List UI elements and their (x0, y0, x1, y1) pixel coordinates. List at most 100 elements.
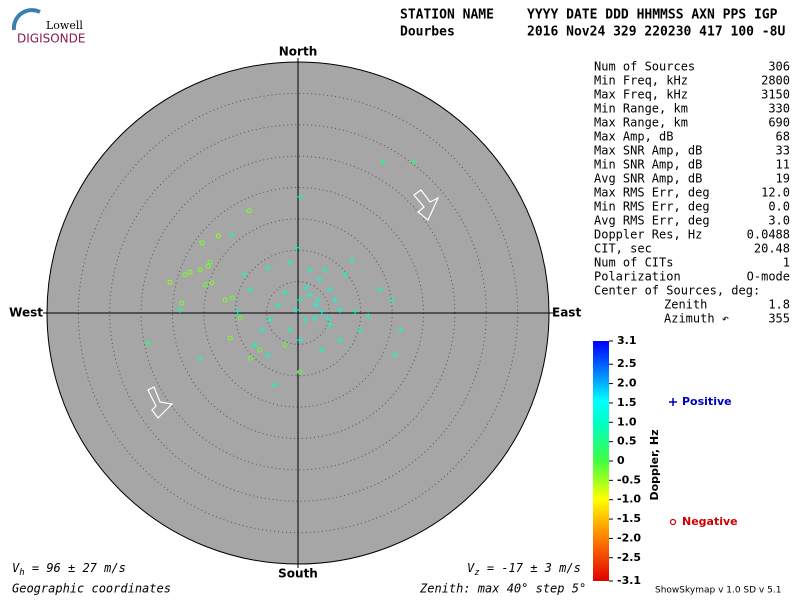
direction-label: East (552, 306, 581, 320)
velocity-arrow (147, 386, 174, 419)
stat-value: 306 (768, 60, 790, 74)
polar-plot: North South West East (9, 45, 581, 581)
source-point (327, 286, 334, 293)
stat-label: Min RMS Err, deg (594, 200, 710, 214)
stat-value: 12.0 (761, 186, 790, 200)
header-label: YYYY DATE DDD HHMMSS AXN PPS IGP (527, 8, 778, 23)
source-point (227, 335, 233, 341)
source-point (332, 296, 339, 303)
source-point (177, 306, 184, 313)
source-point (337, 336, 344, 343)
source-point (337, 306, 344, 313)
direction-label: West (9, 306, 43, 320)
vh-sub: h (19, 568, 24, 578)
center-label: Zenith (664, 298, 707, 312)
source-point (197, 355, 204, 362)
source-point (303, 284, 310, 291)
source-point (264, 264, 271, 271)
source-point (411, 158, 418, 165)
colorbar-tick-label: 2.5 (617, 357, 637, 370)
colorbar-tick-label: -3.1 (617, 574, 641, 587)
center-label: Azimuth ↶ (664, 312, 729, 326)
legend-marker (669, 398, 677, 406)
vz-text: = -17 ± 3 m/s (480, 561, 581, 575)
source-point (247, 286, 254, 293)
version-label: ShowSkymap v 1.0 SD v 5.1 (655, 586, 781, 596)
source-point (281, 289, 288, 296)
stat-value: 20.48 (754, 242, 790, 256)
source-point (352, 308, 359, 315)
colorbar-tick-label: 0 (617, 454, 625, 467)
source-point (379, 158, 386, 165)
source-point (229, 232, 236, 239)
source-point (392, 352, 399, 359)
source-point (167, 279, 173, 285)
vz-symbol: V (467, 561, 475, 575)
colorbar-tick-label: -2.0 (617, 531, 641, 544)
source-point (246, 208, 252, 214)
legend-label: Positive (682, 395, 732, 408)
stat-label: Max Freq, kHz (594, 88, 688, 102)
source-point (179, 300, 185, 306)
source-point (296, 336, 303, 343)
source-point (316, 276, 323, 283)
source-point (365, 313, 372, 320)
stat-value: 330 (768, 102, 790, 116)
stat-label: Avg RMS Err, deg (594, 214, 710, 228)
center-title: Center of Sources, deg: (594, 284, 760, 298)
colorbar-tick-label: -0.5 (617, 473, 641, 486)
source-point (241, 271, 248, 278)
source-point (182, 272, 188, 278)
velocity-arrow (413, 189, 440, 221)
source-point (325, 315, 332, 322)
vh-symbol: V (12, 561, 20, 575)
source-point (313, 301, 320, 308)
source-point (257, 347, 263, 353)
stat-label: Avg SNR Amp, dB (594, 172, 702, 186)
stat-label: Num of Sources (594, 60, 695, 74)
source-point (282, 342, 288, 348)
colorbar (593, 341, 609, 581)
source-point (306, 266, 313, 273)
source-point (342, 271, 349, 278)
source-point (348, 257, 355, 264)
source-point (199, 240, 205, 246)
source-point (321, 266, 328, 273)
source-point (318, 347, 325, 354)
source-point (301, 316, 308, 323)
stat-label: Max Amp, dB (594, 130, 673, 144)
stat-label: Max Range, km (594, 116, 688, 130)
source-point (306, 291, 313, 298)
coords-label: Geographic coordinates (12, 582, 171, 596)
stat-label: Min Range, km (594, 102, 688, 116)
stats-panel: Num of Sources 306 Min Freq, kHz 2800 Max Fr… (594, 60, 790, 326)
stat-label: Num of CITs (594, 256, 673, 270)
source-point (229, 295, 235, 301)
vz-sub: z (474, 568, 479, 578)
source-point (286, 259, 293, 266)
colorbar-tick-label: 3.1 (617, 334, 637, 347)
legend-label: Negative (682, 515, 738, 528)
source-point (197, 267, 203, 273)
source-point (237, 315, 243, 321)
direction-label: South (278, 567, 318, 581)
stat-value: 68 (776, 130, 790, 144)
stat-value: 19 (776, 172, 790, 186)
source-point (318, 308, 325, 315)
source-point (264, 352, 271, 359)
source-point (209, 280, 215, 286)
source-point (259, 326, 266, 333)
colorbar-tick-label: -1.5 (617, 512, 641, 525)
source-point (296, 193, 303, 200)
logo-top: Lowell (46, 19, 83, 32)
station-time: 2016 Nov24 329 220230 417 100 -8U (527, 25, 785, 40)
stat-label: Max RMS Err, deg (594, 186, 710, 200)
vz-label: Vz = -17 ± 3 m/s (467, 561, 581, 578)
source-point (234, 308, 241, 315)
colorbar-tick-label: 1.0 (617, 415, 637, 428)
stat-value: O-mode (747, 270, 790, 284)
source-point (327, 321, 334, 328)
source-point (215, 233, 221, 239)
logo-bottom: DIGISONDE (17, 32, 85, 46)
